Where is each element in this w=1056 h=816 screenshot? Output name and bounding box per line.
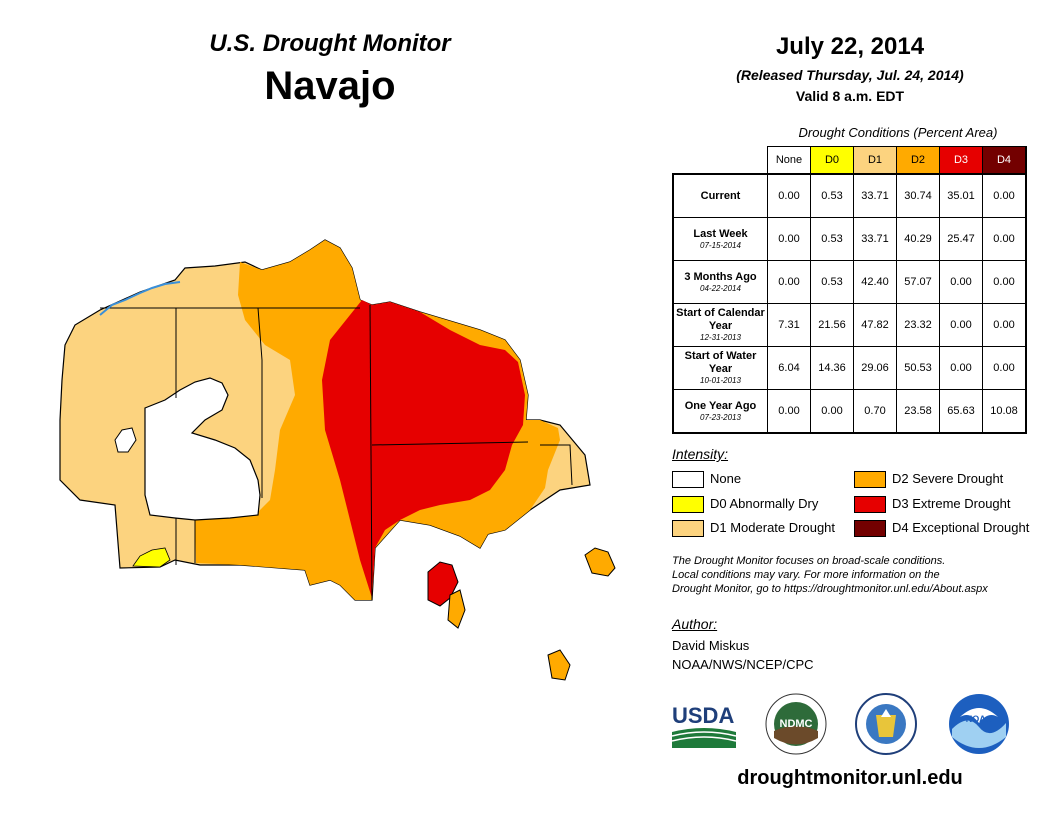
cell-value: 0.00 [939,303,983,347]
legend-swatch [854,471,886,488]
commerce-seal-logo [855,693,917,755]
row-label: One Year Ago 07-23-2013 [672,389,768,434]
table-row: Last Week 07-15-2014 0.00 0.53 33.71 40.2… [672,217,1027,261]
island-far-south [547,649,571,681]
note-line: Local conditions may vary. For more info… [672,569,940,581]
disclaimer-note: The Drought Monitor focuses on broad-sca… [672,554,1052,596]
legend-label: D0 Abnormally Dry [710,496,819,511]
table-row: One Year Ago 07-23-2013 0.00 0.00 0.70 23… [672,389,1027,434]
cell-value: 21.56 [810,303,854,347]
noaa-logo-text: NOAA [966,714,993,724]
col-header-d1: D1 [853,146,897,175]
author-heading: Author: [672,616,718,632]
cell-value: 6.04 [767,346,811,390]
cell-value: 29.06 [853,346,897,390]
usda-logo-text: USDA [672,703,734,728]
cell-value: 40.29 [896,217,940,261]
island-east [584,547,616,577]
cell-value: 0.00 [939,260,983,304]
row-label: 3 Months Ago 04-22-2014 [672,260,768,304]
monitor-title: U.S. Drought Monitor [209,30,451,57]
cell-value: 0.70 [853,389,897,434]
river-line [99,281,181,316]
ndmc-logo: NDMC [765,693,827,755]
table-row: Current 0.00 0.53 33.71 30.74 35.01 0.00 [672,173,1027,218]
cell-value: 33.71 [853,173,897,218]
website-url: droughtmonitor.unl.edu [737,767,963,789]
cell-value: 10.08 [982,389,1027,434]
cell-value: 0.00 [939,346,983,390]
cell-value: 0.00 [767,389,811,434]
legend-swatch [854,520,886,537]
ndmc-logo-text: NDMC [780,718,813,730]
cell-value: 0.00 [982,217,1027,261]
cell-value: 47.82 [853,303,897,347]
legend-label: D3 Extreme Drought [892,496,1011,511]
legend-label: D2 Severe Drought [892,471,1004,486]
cell-value: 30.74 [896,173,940,218]
row-label: Current [672,173,768,218]
cell-value: 0.00 [767,217,811,261]
table-row: Start of Calendar Year 12-31-2013 7.31 21… [672,303,1027,347]
legend-swatch [672,471,704,488]
map-date: July 22, 2014 [775,33,925,60]
note-line: Drought Monitor, go to https://droughtmo… [672,583,988,595]
cell-value: 0.00 [767,260,811,304]
author-name: David Miskus [672,638,750,653]
legend-swatch [854,496,886,513]
drought-conditions-table: None D0 D1 D2 D3 D4 Current 0.00 0.53 33… [672,146,1027,434]
table-row: 3 Months Ago 04-22-2014 0.00 0.53 42.40 5… [672,260,1027,304]
noaa-logo: NOAA [949,694,1009,754]
cell-value: 0.53 [810,217,854,261]
table-title: Drought Conditions (Percent Area) [798,125,998,140]
drought-map [59,239,616,681]
col-header-d0: D0 [810,146,854,175]
release-date: (Released Thursday, Jul. 24, 2014) [736,67,964,83]
row-label: Last Week 07-15-2014 [672,217,768,261]
legend-label: D4 Exceptional Drought [892,520,1030,535]
cell-value: 50.53 [896,346,940,390]
county-boundaries [100,304,573,601]
cell-value: 7.31 [767,303,811,347]
legend-label: None [710,471,742,486]
table-row: Start of Water Year 10-01-2013 6.04 14.36… [672,346,1027,390]
row-label: Start of Calendar Year 12-31-2013 [672,303,768,347]
cell-value: 0.53 [810,260,854,304]
cell-value: 65.63 [939,389,983,434]
cell-value: 0.00 [982,260,1027,304]
col-header-d3: D3 [939,146,983,175]
cell-value: 57.07 [896,260,940,304]
island-south-orange [447,589,466,629]
cell-value: 0.00 [982,173,1027,218]
none-region [144,377,261,521]
row-label: Start of Water Year 10-01-2013 [672,346,768,390]
d3-region [322,300,525,598]
cell-value: 23.58 [896,389,940,434]
cell-value: 14.36 [810,346,854,390]
cell-value: 35.01 [939,173,983,218]
author-org: NOAA/NWS/NCEP/CPC [672,657,814,672]
none-hole [114,427,137,453]
col-header-d2: D2 [896,146,940,175]
legend-swatch [672,520,704,537]
d0-region [132,547,171,568]
legend-title: Intensity: [672,446,729,462]
cell-value: 33.71 [853,217,897,261]
legend-swatch [672,496,704,513]
cell-value: 0.00 [767,173,811,218]
cell-value: 0.00 [810,389,854,434]
legend-label: D1 Moderate Drought [710,520,836,535]
cell-value: 0.53 [810,173,854,218]
note-line: The Drought Monitor focuses on broad-sca… [672,555,946,567]
valid-time: Valid 8 a.m. EDT [795,88,905,104]
cell-value: 0.00 [982,303,1027,347]
cell-value: 25.47 [939,217,983,261]
cell-value: 42.40 [853,260,897,304]
usda-logo: USDA [671,703,737,748]
cell-value: 0.00 [982,346,1027,390]
col-header-d4: D4 [982,146,1027,175]
cell-value: 23.32 [896,303,940,347]
region-title: Navajo [264,64,396,108]
col-header-none: None [767,146,811,175]
